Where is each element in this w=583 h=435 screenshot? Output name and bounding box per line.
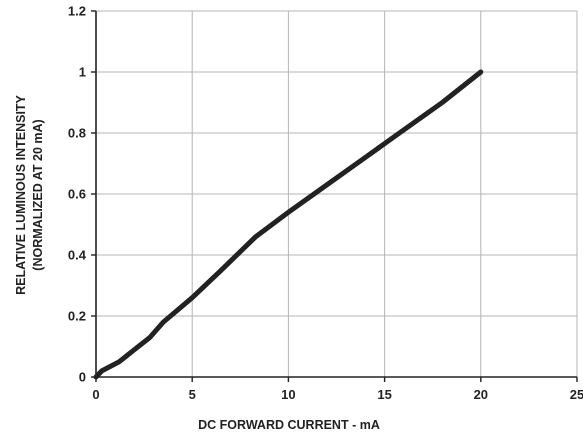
y-tick-labels: 0 0.2 0.4 0.6 0.8 1 1.2 — [68, 4, 87, 385]
y-tick-label: 0.8 — [68, 126, 86, 141]
axes — [91, 10, 578, 382]
series-layer — [93, 69, 484, 380]
x-axis-label: DC FORWARD CURRENT - mA — [198, 418, 380, 432]
y-tick-label: 0.2 — [68, 309, 86, 324]
x-tick-labels: 0 5 10 15 20 25 — [92, 387, 583, 402]
grid — [96, 10, 578, 377]
y-axis-label-line-1: RELATIVE LUMINOUS INTENSITY — [14, 94, 28, 294]
x-tick-label: 5 — [189, 387, 196, 402]
y-tick-label: 0.6 — [68, 187, 86, 202]
x-tick-label: 10 — [281, 387, 295, 402]
x-tick-label: 15 — [377, 387, 391, 402]
y-tick-label: 1 — [79, 65, 86, 80]
y-tick-label: 0.4 — [68, 248, 87, 263]
x-tick-label: 20 — [474, 387, 488, 402]
y-axis-label-line-2: (NORMALIZED AT 20 mA) — [31, 119, 45, 270]
y-axis-label: RELATIVE LUMINOUS INTENSITY (NORMALIZED … — [14, 94, 45, 294]
x-tick-label: 0 — [92, 387, 99, 402]
y-tick-label: 1.2 — [68, 4, 86, 19]
y-tick-label: 0 — [79, 370, 86, 385]
x-tick-label: 25 — [570, 387, 583, 402]
series-line-1 — [93, 69, 484, 380]
